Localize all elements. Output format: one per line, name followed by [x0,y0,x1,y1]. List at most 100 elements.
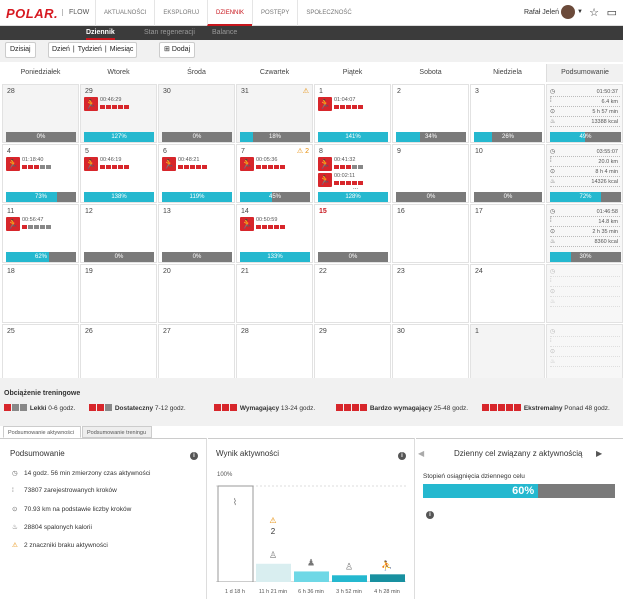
calendar-day[interactable]: 22 [314,264,391,323]
exercise-duration[interactable]: 00:05:36 [256,157,278,163]
day-view-button[interactable]: Dzień [52,46,70,53]
calendar-day[interactable]: 8 🏃 00:41:32 🏃 00:02:11... 128% [314,144,391,203]
calendar-day[interactable]: 18 [2,264,79,323]
calendar-day[interactable]: 19 [80,264,157,323]
tab-balance[interactable]: Balance [212,29,238,36]
running-icon[interactable]: 🏃 [318,97,332,111]
today-button[interactable]: Dzisiaj [5,42,36,58]
nav-item-1[interactable]: EKSPLORUJ [154,0,207,26]
activity-score-chart: ⌇ ♙ ♟ ♙ ⛹ ⚠ 2 [216,483,406,583]
activity-bar-0[interactable] [217,485,254,583]
tab-training-summary[interactable]: Podsumowanie treningu [82,426,152,438]
calendar-day[interactable]: 6 🏃 00:48:21 119% [158,144,235,203]
exercise-duration[interactable]: 01:04:07 [334,97,356,103]
calendar-day[interactable]: 12 0% [80,204,157,263]
exercise-duration[interactable]: 00:50:59 [256,217,278,223]
activity-bar-2[interactable] [294,571,329,582]
running-icon[interactable]: 🏃 [318,173,332,187]
exercise-duration[interactable]: 01:18:40 [22,157,44,163]
calendar-day[interactable]: 29 [314,324,391,383]
calendar-day[interactable]: 16 [392,204,469,263]
calendar-day[interactable]: 7 ⚠ 2 🏃 00:05:36 45% [236,144,313,203]
summary-line-text: 70.93 km na podstawie liczby kroków [24,506,132,513]
calendar-day[interactable]: 3 26% [470,84,545,143]
calendar-day[interactable]: 26 [80,324,157,383]
inactivity-warning-icon[interactable]: ⚠ 2 [296,148,309,155]
exercise-duration[interactable]: 00:46:19 [100,157,122,163]
training-load-bars [22,165,51,169]
load-square [490,404,497,411]
calendar-day[interactable]: 31 ⚠ 18% [236,84,313,143]
nav-item-4[interactable]: SPOŁECZNOŚĆ [297,0,359,26]
previous-arrow-icon[interactable]: ◀ [418,449,425,458]
running-icon[interactable]: 🏃 [240,217,254,231]
info-icon[interactable]: i [398,452,406,460]
calendar-day[interactable]: 17 [470,204,545,263]
tab-journal[interactable]: Dziennik [86,26,115,40]
calendar-day[interactable]: 28 [236,324,313,383]
calendar-day[interactable]: 29 🏃 00:46:29 127% [80,84,157,143]
running-icon[interactable]: 🏃 [6,157,20,171]
calendar-day[interactable]: 10 0% [470,144,545,203]
nav-item-0[interactable]: AKTUALNOŚCI [95,0,154,26]
more-indicator[interactable]: ... [353,185,359,191]
nav-item-3[interactable]: POSTĘPY [252,0,297,26]
calendar-day[interactable]: 25 [2,324,79,383]
next-arrow-icon[interactable]: ▶ [596,449,603,458]
calendar-day[interactable]: 13 0% [158,204,235,263]
polar-logo[interactable]: POLAR. [6,6,59,21]
week-view-button[interactable]: Tydzień [77,46,102,53]
add-button[interactable]: ⊞ Dodaj [159,42,196,58]
calendar-day[interactable]: 24 [470,264,545,323]
tab-activity-summary[interactable]: Podsumowanie aktywności [3,426,81,438]
tab-recovery[interactable]: Stan regeneracji [144,29,195,36]
nav-item-2[interactable]: DZIENNIK [207,0,253,26]
info-icon[interactable]: i [190,452,198,460]
running-icon[interactable]: 🏃 [84,157,98,171]
calendar-day[interactable]: 9 0% [392,144,469,203]
legend-item: Ekstremalny Ponad 48 godz. [482,404,610,412]
day-number: 4 [7,148,11,155]
exercise-duration[interactable]: 00:56:47 [22,217,44,223]
calendar-day[interactable]: 30 [392,324,469,383]
calendar-day[interactable]: 20 [158,264,235,323]
exercise-duration[interactable]: 00:48:21 [178,157,200,163]
avatar[interactable] [561,5,575,19]
star-icon[interactable]: ☆ [589,7,599,19]
info-icon[interactable]: i [426,511,434,519]
inactivity-warning-icon[interactable]: ⚠ [302,88,309,95]
calendar-day[interactable]: 27 [158,324,235,383]
activity-bar-4[interactable] [370,574,405,582]
legend-item: Lekki 0-6 godz. [4,404,75,412]
exercise-duration[interactable]: 00:41:32 [334,157,356,163]
sitting-icon: ♙ [269,550,277,560]
summary-line: ⊙ 70.93 km na podstawie liczby kroków [12,505,131,513]
month-view-button[interactable]: Miesiąc [109,46,134,53]
calendar-day[interactable]: 14 🏃 00:50:59 133% [236,204,313,263]
running-icon[interactable]: 🏃 [84,97,98,111]
calendar-day[interactable]: 4 🏃 01:18:40 73% [2,144,79,203]
chevron-down-icon[interactable]: ▼ [577,9,583,15]
calendar-day[interactable]: 1 [470,324,545,383]
running-icon[interactable]: 🏃 [6,217,20,231]
activity-summary-panel: Podsumowanie i ◷ 14 godz. 56 min zmierzon… [0,438,207,599]
calendar-day[interactable]: 2 34% [392,84,469,143]
activity-bar-1[interactable] [256,563,291,582]
running-icon[interactable]: 🏃 [318,157,332,171]
exercise-duration[interactable]: 00:46:29 [100,97,122,103]
running-icon[interactable]: 🏃 [240,157,254,171]
calendar-day[interactable]: 11 🏃 00:56:47 62% [2,204,79,263]
exercise-duration[interactable]: 00:02:11 [334,173,356,179]
activity-bar-3[interactable] [332,575,367,582]
monitor-icon[interactable]: ▭ [606,7,617,19]
calendar-day[interactable]: 23 [392,264,469,323]
calendar-day[interactable]: 1 🏃 01:04:07 141% [314,84,391,143]
running-icon[interactable]: 🏃 [162,157,176,171]
calendar-day[interactable]: 28 0% [2,84,79,143]
calendar-day[interactable]: 30 0% [158,84,235,143]
calendar-day[interactable]: 15 0% [314,204,391,263]
calendar-day[interactable]: 21 [236,264,313,323]
user-name[interactable]: Rafał Jeleń [523,9,559,16]
calendar-day[interactable]: 5 🏃 00:46:19 138% [80,144,157,203]
summary-value: 8360 kcal [594,239,618,245]
